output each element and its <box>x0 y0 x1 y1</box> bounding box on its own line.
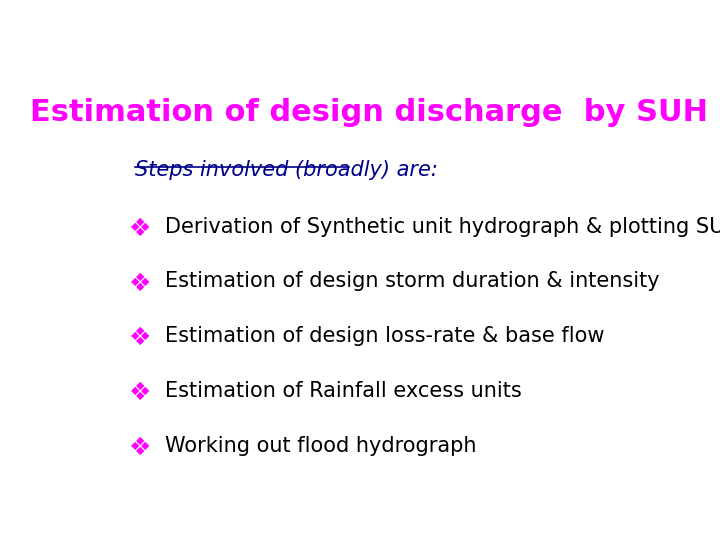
Text: ❖: ❖ <box>129 326 151 350</box>
Text: Estimation of design discharge  by SUH: Estimation of design discharge by SUH <box>30 98 708 127</box>
Text: Derivation of Synthetic unit hydrograph & plotting SUH: Derivation of Synthetic unit hydrograph … <box>166 217 720 237</box>
Text: ❖: ❖ <box>129 217 151 240</box>
Text: Estimation of design storm duration & intensity: Estimation of design storm duration & in… <box>166 272 660 292</box>
Text: ❖: ❖ <box>129 381 151 405</box>
Text: ❖: ❖ <box>129 272 151 295</box>
Text: Estimation of Rainfall excess units: Estimation of Rainfall excess units <box>166 381 522 401</box>
Text: Steps involved (broadly) are:: Steps involved (broadly) are: <box>135 160 438 180</box>
Text: Estimation of design loss-rate & base flow: Estimation of design loss-rate & base fl… <box>166 326 605 346</box>
Text: ❖: ❖ <box>129 436 151 460</box>
Text: Working out flood hydrograph: Working out flood hydrograph <box>166 436 477 456</box>
